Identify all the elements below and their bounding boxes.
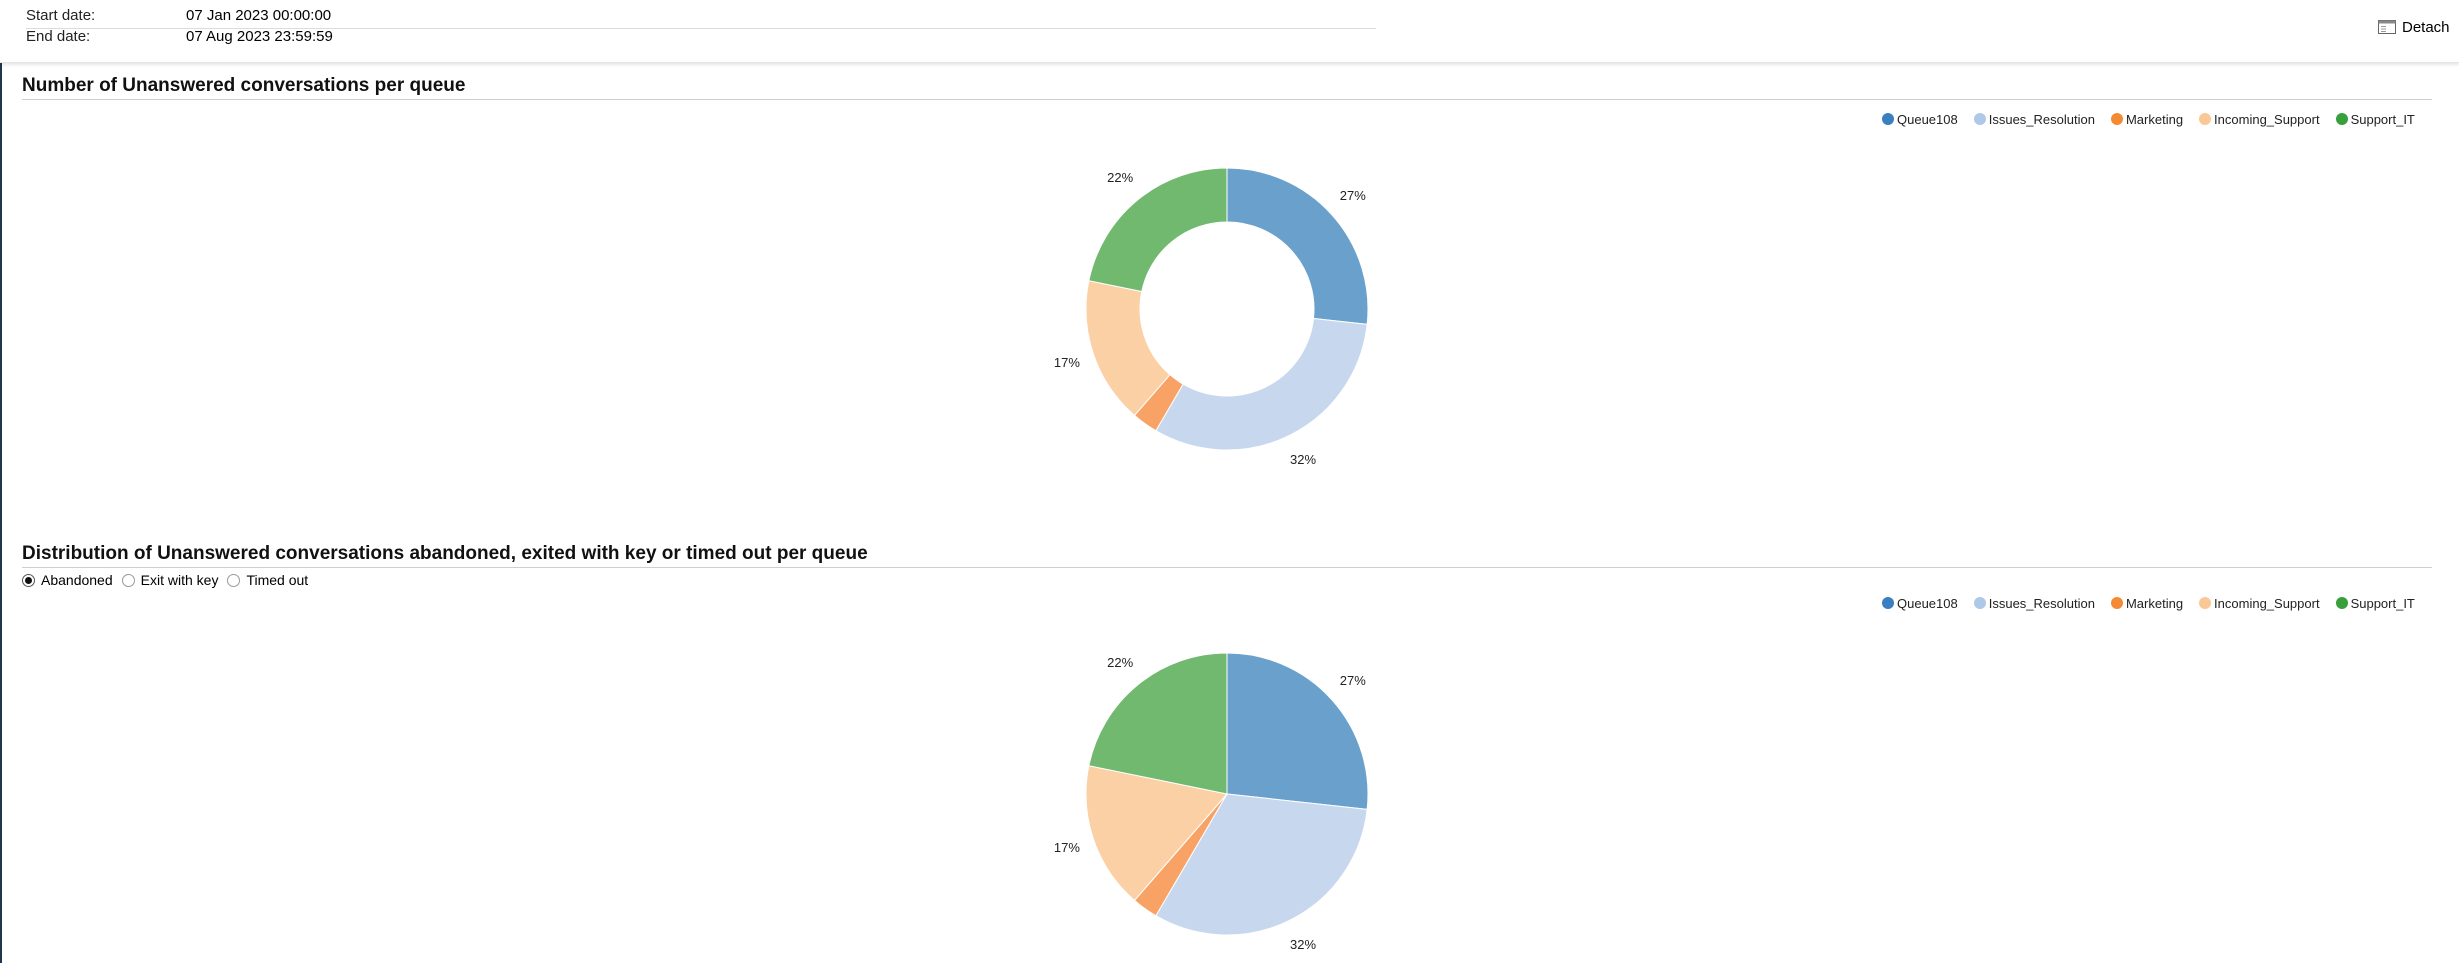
legend-label: Queue108 xyxy=(1897,111,1958,127)
legend-dot xyxy=(1882,597,1894,609)
pie-slice-issues-resolution[interactable] xyxy=(1155,793,1368,936)
start-date-row: Start date: 07 Jan 2023 00:00:00 xyxy=(26,6,1376,29)
legend-label: Issues_Resolution xyxy=(1988,111,2095,127)
left-edge-border xyxy=(0,0,2,963)
slice-label-queue108: 27% xyxy=(1340,188,1366,203)
legend-dot xyxy=(1973,113,1986,125)
end-date-label: End date: xyxy=(26,28,91,45)
legend-dot xyxy=(2335,597,2348,609)
legend-item-incoming-support[interactable]: Incoming_Support xyxy=(2199,596,2320,611)
window-icon xyxy=(2378,20,2396,34)
legend-item-queue108[interactable]: Queue108 xyxy=(1882,112,1958,127)
end-date-row: End date: 07 Aug 2023 23:59:59 xyxy=(26,27,1376,47)
detach-button[interactable]: Detach xyxy=(2378,17,2450,37)
date-range-panel: Start date: 07 Jan 2023 00:00:00 End dat… xyxy=(0,0,2459,63)
radio-label: Abandoned xyxy=(41,572,113,588)
end-date-value: 07 Aug 2023 23:59:59 xyxy=(186,28,333,45)
pie-slice-queue108[interactable] xyxy=(1226,167,1369,325)
legend-item-marketing[interactable]: Marketing xyxy=(2110,595,2184,611)
pie-slice-support-it[interactable] xyxy=(1088,167,1228,293)
legend-label: Queue108 xyxy=(1897,595,1958,611)
legend-item-issues-resolution[interactable]: Issues_Resolution xyxy=(1973,595,2095,611)
legend-dot xyxy=(2110,597,2123,609)
radio-label: Timed out xyxy=(246,572,309,588)
legend-item-incoming-support[interactable]: Incoming_Support xyxy=(2199,112,2320,127)
detach-label: Detach xyxy=(2402,18,2450,36)
pie-slice-queue108[interactable] xyxy=(1226,652,1369,810)
radio-exit-with-key[interactable]: Exit with key xyxy=(121,572,219,588)
legend-dot xyxy=(1973,597,1986,609)
legend-item-issues-resolution[interactable]: Issues_Resolution xyxy=(1973,111,2095,127)
legend-label: Issues_Resolution xyxy=(1988,595,2095,611)
pie-slice-issues-resolution[interactable] xyxy=(1155,317,1368,451)
start-date-value: 07 Jan 2023 00:00:00 xyxy=(186,7,332,24)
radio-label: Exit with key xyxy=(140,572,219,588)
chart1-legend: Queue108 Issues_Resolution Marketing Inc… xyxy=(1882,110,2431,128)
start-date-label: Start date: xyxy=(26,7,96,24)
slice-label-issues-resolution: 32% xyxy=(1290,937,1316,952)
radio-circle[interactable] xyxy=(121,573,135,587)
legend-item-support-it[interactable]: Support_IT xyxy=(2335,111,2415,127)
pie-slice-support-it[interactable] xyxy=(1088,652,1228,795)
distribution-type-radio-group: Abandoned Exit with key Timed out xyxy=(22,570,317,590)
legend-label: Marketing xyxy=(2125,595,2184,611)
legend-label: Incoming_Support xyxy=(2214,595,2320,611)
radio-timed-out[interactable]: Timed out xyxy=(227,572,308,588)
legend-item-marketing[interactable]: Marketing xyxy=(2110,111,2184,127)
pie-slice-incoming-support[interactable] xyxy=(1085,765,1228,902)
radio-circle[interactable] xyxy=(227,573,241,587)
chart2-title: Distribution of Unanswered conversations… xyxy=(22,543,2432,568)
donut-chart: 27% 32% 17% 22% xyxy=(1054,167,1369,467)
slice-label-issues-resolution: 32% xyxy=(1290,452,1316,467)
slice-label-support-it: 22% xyxy=(1107,170,1133,185)
legend-label: Support_IT xyxy=(2350,111,2415,127)
legend-dot xyxy=(2335,113,2348,125)
slice-label-support-it: 22% xyxy=(1107,655,1133,670)
legend-dot xyxy=(2199,113,2212,125)
legend-item-queue108[interactable]: Queue108 xyxy=(1882,596,1958,611)
radio-circle[interactable] xyxy=(22,573,35,587)
slice-label-queue108: 27% xyxy=(1340,673,1366,688)
legend-dot xyxy=(2199,597,2212,609)
chart2-legend: Queue108 Issues_Resolution Marketing Inc… xyxy=(1882,594,2431,612)
radio-abandoned[interactable]: Abandoned xyxy=(22,572,113,588)
legend-dot xyxy=(1882,113,1894,125)
legend-label: Incoming_Support xyxy=(2214,111,2320,127)
slice-label-incoming-support: 17% xyxy=(1054,840,1080,855)
pie-chart: 27% 32% 17% 22% xyxy=(1054,652,1369,952)
chart1-title: Number of Unanswered conversations per q… xyxy=(22,75,2432,100)
legend-label: Support_IT xyxy=(2350,595,2415,611)
slice-label-incoming-support: 17% xyxy=(1054,355,1080,370)
legend-item-support-it[interactable]: Support_IT xyxy=(2335,595,2415,611)
legend-dot xyxy=(2110,113,2123,125)
legend-label: Marketing xyxy=(2125,111,2184,127)
